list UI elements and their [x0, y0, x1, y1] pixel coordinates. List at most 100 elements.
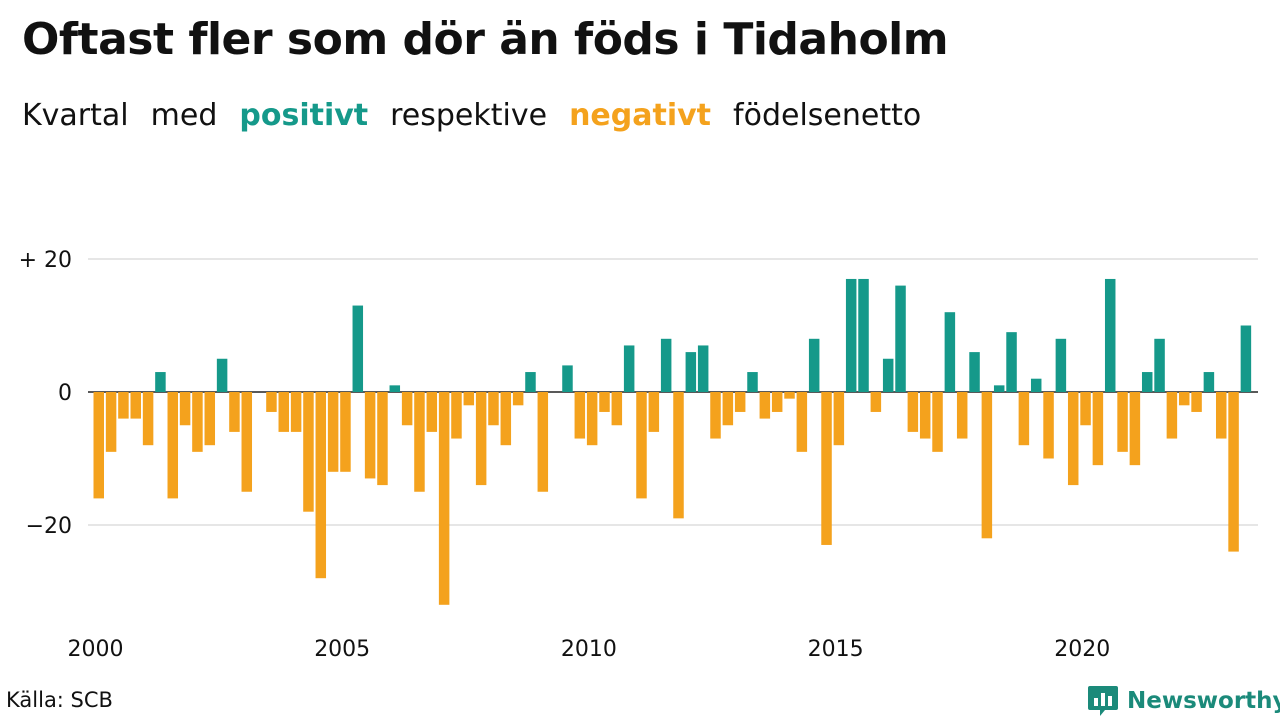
bar-negative — [870, 392, 882, 412]
bar-negative — [340, 392, 351, 472]
newsworthy-logo-icon — [1088, 686, 1118, 716]
bar-positive — [216, 358, 228, 392]
bar-negative — [266, 392, 277, 412]
bar-negative — [734, 392, 746, 412]
bar-negative — [414, 392, 425, 492]
bar-positive — [1104, 278, 1116, 392]
bar-positive — [1141, 372, 1153, 392]
bar-negative — [1228, 392, 1239, 552]
bar-negative — [1178, 392, 1190, 406]
bar-negative — [364, 392, 376, 479]
y-tick-label: −20 — [26, 514, 72, 539]
x-tick-label: 2020 — [1054, 637, 1110, 662]
chart-subtitle: Kvartal med positivt respektive negativt föde… — [22, 98, 943, 133]
bar-positive — [1154, 338, 1165, 392]
bar-negative — [1215, 392, 1227, 439]
bar-negative — [1018, 392, 1030, 446]
bar-positive — [562, 365, 573, 392]
bar-negative — [512, 392, 524, 406]
bar-positive — [993, 385, 1005, 392]
bar-positive — [845, 278, 857, 392]
bar-positive — [155, 372, 166, 392]
bar-positive — [944, 312, 956, 392]
bar-negative — [241, 392, 253, 492]
bar-negative — [648, 392, 660, 432]
bar-positive — [882, 358, 894, 392]
bar-positive — [1006, 332, 1017, 392]
bar-negative — [290, 392, 302, 432]
bar-negative — [105, 392, 117, 452]
subtitle-negative: negativt — [569, 98, 712, 133]
x-tick-label: 2000 — [68, 637, 124, 662]
chart-title: Oftast fler som dör än föds i Tidaholm — [22, 14, 949, 65]
bar-negative — [130, 392, 141, 419]
bar-negative — [315, 392, 327, 579]
bar-negative — [907, 392, 919, 432]
x-axis-ticks: 2000 2005 2010 2015 2020 — [68, 637, 1111, 662]
bar-positive — [660, 338, 672, 392]
bar-negative — [821, 392, 832, 545]
bar-negative — [167, 392, 179, 499]
bar-negative — [401, 392, 413, 426]
bar-negative — [1092, 392, 1104, 466]
bar-negative — [981, 392, 993, 539]
bar-positive — [969, 352, 980, 392]
bar-negative — [327, 392, 339, 472]
bar-negative — [919, 392, 931, 439]
bar-negative — [438, 392, 450, 605]
bar-positive — [352, 305, 364, 392]
y-tick-label: + 20 — [19, 248, 72, 273]
bar-positive — [1030, 378, 1042, 392]
bar-negative — [1129, 392, 1141, 466]
bar-negative — [451, 392, 462, 439]
bar-positive — [1203, 372, 1215, 392]
bar-positive — [1240, 325, 1252, 392]
bar-negative — [93, 392, 104, 499]
x-tick-label: 2010 — [561, 637, 617, 662]
brand-name: Newsworthy — [1127, 688, 1280, 714]
subtitle-word: med — [150, 98, 218, 133]
bar-negative — [833, 392, 845, 446]
bar-negative — [1043, 392, 1054, 459]
bar-negative — [142, 392, 154, 446]
bar-negative — [1067, 392, 1079, 486]
x-tick-label: 2015 — [808, 637, 864, 662]
bar-positive — [808, 338, 820, 392]
bar-positive — [697, 345, 709, 392]
source-label: Källa: SCB — [6, 688, 113, 712]
bar-positive — [685, 352, 697, 392]
bar-negative — [537, 392, 549, 492]
bar-negative — [1166, 392, 1178, 439]
bar-negative — [118, 392, 129, 419]
bar-positive — [525, 372, 536, 392]
subtitle-positive: positivt — [239, 98, 369, 133]
bar-positive — [747, 372, 758, 392]
brand-logo[interactable]: Newsworthy — [1087, 684, 1280, 718]
bar-negative — [426, 392, 438, 432]
y-tick-label: 0 — [58, 381, 72, 406]
bar-negative — [1117, 392, 1128, 452]
subtitle-word: födelsenetto — [733, 98, 922, 133]
bars — [93, 278, 1252, 605]
bar-negative — [229, 392, 240, 432]
bar-negative — [574, 392, 586, 439]
bar-positive — [895, 285, 906, 392]
bar-negative — [710, 392, 721, 439]
bar-negative — [611, 392, 623, 426]
bar-negative — [722, 392, 734, 426]
bar-negative — [475, 392, 487, 486]
bar-negative — [932, 392, 943, 452]
bar-negative — [796, 392, 808, 452]
bar-negative — [488, 392, 499, 426]
bar-negative — [192, 392, 203, 452]
bar-negative — [759, 392, 771, 419]
bar-negative — [599, 392, 610, 412]
bar-negative — [377, 392, 388, 486]
bar-positive — [858, 278, 869, 392]
bar-positive — [389, 385, 401, 392]
subtitle-word: respektive — [390, 98, 548, 133]
bar-negative — [204, 392, 216, 446]
bar-negative — [784, 392, 795, 399]
bar-negative — [1191, 392, 1202, 412]
